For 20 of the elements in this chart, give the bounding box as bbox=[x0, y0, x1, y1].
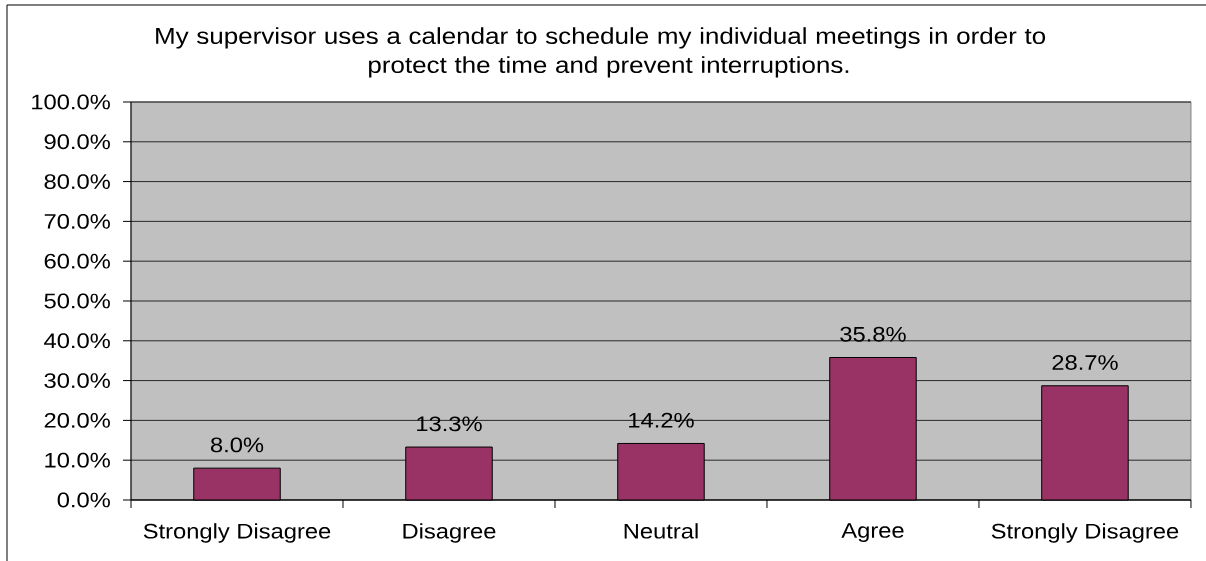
y-tick-label: 70.0% bbox=[44, 213, 110, 229]
y-tick-label: 20.0% bbox=[44, 412, 110, 428]
y-tick-label: 10.0% bbox=[45, 452, 110, 468]
chart-title: My supervisor uses a calendar to schedule my individual meetings in order to protect the time and prevent interruptions. bbox=[156, 27, 1046, 78]
x-tick-label: Strongly Disagree bbox=[991, 523, 1179, 543]
data-label: 35.8% bbox=[840, 326, 906, 342]
x-tick-label: Agree bbox=[841, 523, 904, 542]
y-tick-label: 80.0% bbox=[44, 174, 110, 190]
y-tick-label: 30.0% bbox=[44, 373, 110, 389]
y-tick-label: 90.0% bbox=[44, 134, 110, 150]
y-tick-label: 0.0% bbox=[57, 492, 110, 508]
y-tick-label: 60.0% bbox=[44, 253, 110, 269]
x-tick-label: Disagree bbox=[403, 523, 496, 543]
y-tick-label: 40.0% bbox=[44, 333, 110, 349]
x-tick-label: Strongly Disagree bbox=[143, 523, 331, 543]
y-tick-label: 100.0% bbox=[32, 94, 110, 110]
y-tick-label: 50.0% bbox=[44, 293, 110, 309]
x-tick-label: Neutral bbox=[624, 523, 698, 539]
data-label: 28.7% bbox=[1052, 355, 1118, 370]
data-label: 8.0% bbox=[211, 437, 264, 453]
